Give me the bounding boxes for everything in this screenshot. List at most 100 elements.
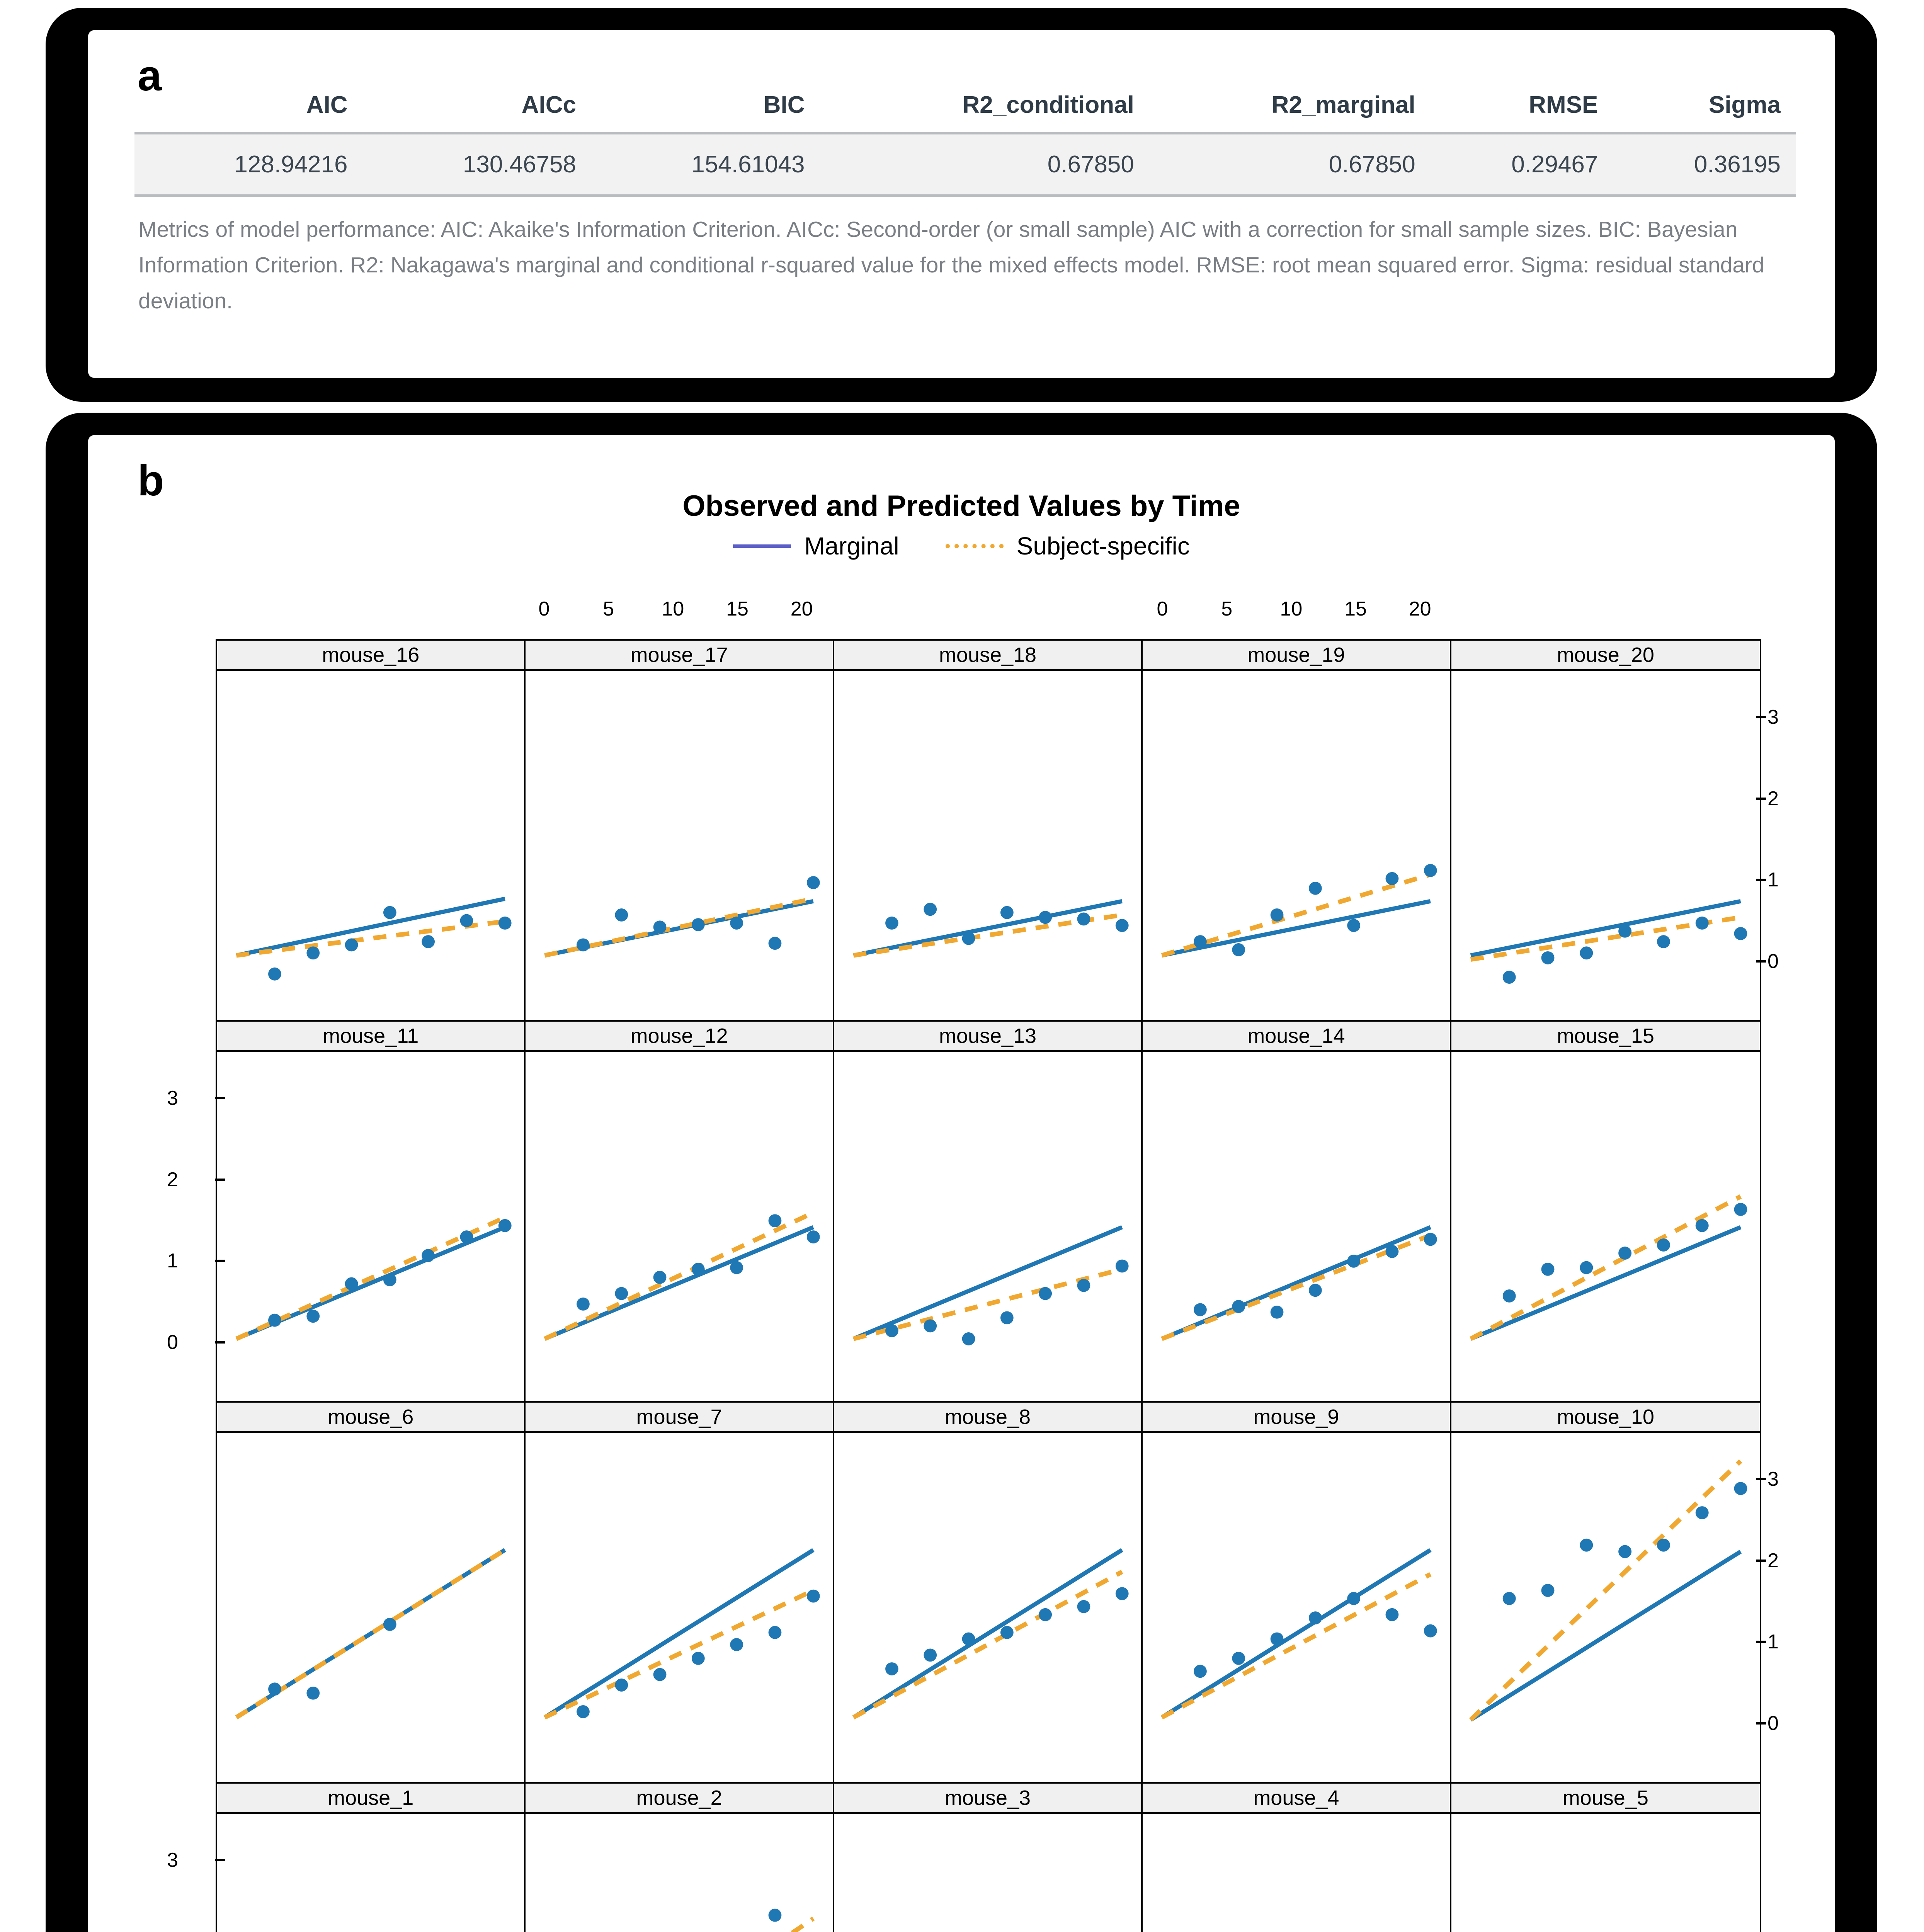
facet-panel-mouse-9: mouse_9	[1143, 1403, 1451, 1784]
facet-plot-area	[217, 672, 524, 1020]
facet-strip-label: mouse_12	[526, 1022, 832, 1052]
facet-strip-label: mouse_9	[1143, 1403, 1449, 1433]
facet-strip-label: mouse_15	[1451, 1022, 1760, 1052]
y-tick-mark	[1756, 716, 1766, 718]
facet-plot-area	[834, 672, 1141, 1020]
facet-strip-label: mouse_3	[834, 1784, 1141, 1814]
facet-strip-label: mouse_17	[526, 641, 832, 671]
facet-strip-label: mouse_13	[834, 1022, 1141, 1052]
x-tick-label-top: 5	[603, 597, 614, 621]
x-tick-label-top: 15	[1344, 597, 1367, 621]
facet-panel-mouse-2: mouse_2	[526, 1784, 834, 1932]
legend-item-subject-specific: Subject-specific	[946, 532, 1190, 560]
facet-plot-area	[526, 672, 832, 1020]
facet-grid: mouse_16mouse_17mouse_18mouse_19mouse_20…	[216, 639, 1761, 1932]
facet-strip-label: mouse_1	[217, 1784, 524, 1814]
legend-label-marginal: Marginal	[804, 532, 899, 560]
facet-panel-mouse-19: mouse_19	[1143, 641, 1451, 1022]
col-header-r2-marginal: R2_marginal	[1150, 88, 1431, 133]
y-tick-label: 1	[167, 1249, 178, 1272]
y-tick-mark	[215, 1260, 225, 1262]
y-tick-mark	[215, 1341, 225, 1344]
facet-panel-mouse-13: mouse_13	[834, 1022, 1143, 1403]
cell-rmse: 0.29467	[1431, 133, 1614, 196]
facet-panel-mouse-18: mouse_18	[834, 641, 1143, 1022]
facet-plot-area	[217, 1053, 524, 1401]
y-tick-label: 1	[1767, 1630, 1779, 1653]
col-header-bic: BIC	[592, 88, 820, 133]
y-tick-label: 3	[167, 1087, 178, 1110]
figure-root: a AIC AICc BIC R2_conditional R2_margina…	[0, 0, 1924, 1932]
facet-panel-mouse-3: mouse_3	[834, 1784, 1143, 1932]
facet-strip-label: mouse_6	[217, 1403, 524, 1433]
chart-title: Observed and Predicted Values by Time	[88, 489, 1835, 523]
y-tick-label: 3	[1767, 1468, 1779, 1491]
facet-plot-area	[834, 1434, 1141, 1782]
y-tick-label: 0	[167, 1331, 178, 1354]
panel-a-content: a AIC AICc BIC R2_conditional R2_margina…	[88, 30, 1835, 378]
y-axis-ticklabels: 0123	[167, 1815, 213, 1932]
facet-strip-label: mouse_20	[1451, 641, 1760, 671]
facet-plot-area	[1143, 672, 1449, 1020]
facet-strip-label: mouse_7	[526, 1403, 832, 1433]
panel-b-content: b Observed and Predicted Values by Time …	[88, 435, 1835, 1932]
facet-strip-label: mouse_14	[1143, 1022, 1449, 1052]
table-header-row: AIC AICc BIC R2_conditional R2_marginal …	[134, 88, 1796, 133]
model-performance-table: AIC AICc BIC R2_conditional R2_marginal …	[134, 88, 1796, 197]
y-tick-label: 3	[167, 1849, 178, 1872]
facet-plot-area	[1143, 1053, 1449, 1401]
facet-strip-label: mouse_2	[526, 1784, 832, 1814]
facet-plot-area	[834, 1053, 1141, 1401]
y-tick-label: 2	[1767, 787, 1779, 810]
y-tick-label: 0	[1767, 1712, 1779, 1735]
y-tick-mark	[215, 1097, 225, 1099]
facet-plot-area	[526, 1053, 832, 1401]
table-footnote: Metrics of model performance: AIC: Akaik…	[138, 212, 1800, 319]
facet-panel-mouse-11: mouse_110123	[217, 1022, 526, 1403]
y-tick-label: 2	[167, 1168, 178, 1191]
facet-plot-area	[1451, 1434, 1760, 1782]
facet-panel-mouse-20: mouse_200123	[1451, 641, 1760, 1022]
facet-strip-label: mouse_18	[834, 641, 1141, 671]
facet-strip-label: mouse_5	[1451, 1784, 1760, 1814]
facet-panel-mouse-12: mouse_12	[526, 1022, 834, 1403]
facet-strip-label: mouse_19	[1143, 641, 1449, 671]
col-header-sigma: Sigma	[1613, 88, 1796, 133]
cell-aicc: 130.46758	[363, 133, 592, 196]
facet-panel-mouse-14: mouse_14	[1143, 1022, 1451, 1403]
y-tick-mark	[1756, 1722, 1766, 1725]
facet-panel-mouse-17: mouse_17	[526, 641, 834, 1022]
facet-plot-area	[526, 1815, 832, 1932]
facet-panel-mouse-8: mouse_8	[834, 1403, 1143, 1784]
cell-r2-conditional: 0.67850	[820, 133, 1150, 196]
facet-panel-mouse-5: mouse_5	[1451, 1784, 1760, 1932]
facet-grid-wrapper: 0510152005101520 mouse_16mouse_17mouse_1…	[216, 597, 1761, 1932]
facet-plot-area	[1143, 1815, 1449, 1932]
facet-plot-area	[1451, 1815, 1760, 1932]
facet-plot-area	[1451, 1053, 1760, 1401]
facet-panel-mouse-4: mouse_4	[1143, 1784, 1451, 1932]
top-x-axis: 0510152005101520	[216, 597, 1761, 632]
y-tick-mark	[1756, 1560, 1766, 1562]
col-header-aic: AIC	[134, 88, 363, 133]
table-row: 128.94216 130.46758 154.61043 0.67850 0.…	[134, 133, 1796, 196]
dotted-line-icon	[946, 544, 1004, 548]
facet-panel-mouse-6: mouse_6	[217, 1403, 526, 1784]
legend-label-subject-specific: Subject-specific	[1017, 532, 1190, 560]
facet-strip-label: mouse_11	[217, 1022, 524, 1052]
facet-plot-area	[834, 1815, 1141, 1932]
y-tick-mark	[1756, 960, 1766, 963]
facet-strip-label: mouse_8	[834, 1403, 1141, 1433]
facet-plot-area	[217, 1815, 524, 1932]
facet-plot-area	[1451, 672, 1760, 1020]
y-axis-ticklabels: 0 1 2 3	[167, 1053, 213, 1403]
facet-panel-mouse-7: mouse_7	[526, 1403, 834, 1784]
y-tick-mark	[1756, 1641, 1766, 1643]
y-tick-mark	[215, 1859, 225, 1861]
cell-r2-marginal: 0.67850	[1150, 133, 1431, 196]
y-tick-label: 3	[1767, 706, 1779, 729]
chart-legend: Marginal Subject-specific	[88, 532, 1835, 560]
x-tick-label-top: 10	[662, 597, 684, 621]
col-header-rmse: RMSE	[1431, 88, 1614, 133]
x-tick-label-top: 5	[1221, 597, 1232, 621]
